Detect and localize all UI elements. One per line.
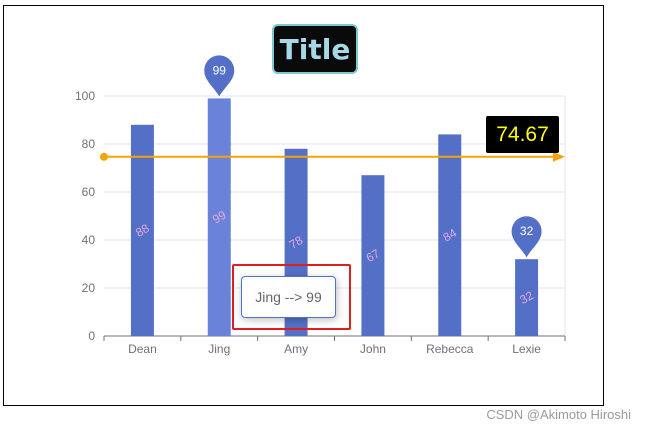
average-line-start-dot: [100, 152, 108, 161]
tooltip-highlight-box: [232, 264, 351, 330]
x-tick-label: Lexie: [512, 342, 541, 356]
max-mark-label: 99: [213, 63, 227, 77]
chart-title-box: Title: [272, 24, 358, 74]
x-tick-label: Jing: [208, 342, 230, 356]
bar: [130, 124, 154, 336]
watermark: CSDN @Akimoto Hiroshi: [486, 407, 631, 422]
bar: [515, 259, 539, 336]
min-mark-label: 32: [520, 224, 534, 238]
x-tick-label: Rebecca: [426, 342, 474, 356]
average-line-label: 74.67: [486, 116, 559, 153]
bar: [361, 175, 385, 336]
average-line-arrow: [553, 151, 565, 162]
y-tick-label: 0: [88, 329, 95, 343]
chart-title: Title: [279, 32, 351, 66]
y-tick-label: 20: [82, 281, 96, 295]
bar-value-label: 32: [517, 288, 536, 307]
bar: [207, 98, 231, 337]
y-tick-label: 80: [82, 137, 96, 151]
x-tick-label: Dean: [128, 342, 157, 356]
bar: [438, 134, 462, 336]
y-tick-label: 60: [82, 185, 96, 199]
y-tick-label: 100: [75, 89, 95, 103]
tooltip: Jing --> 99: [241, 276, 336, 318]
bar-value-label: 84: [440, 226, 459, 245]
min-mark-pin: [511, 216, 542, 258]
x-tick-label: Amy: [284, 342, 308, 356]
bar-value-label: 78: [287, 233, 306, 252]
bar-value-label: 99: [210, 208, 229, 227]
bar-value-label: 67: [364, 246, 383, 265]
x-tick-label: John: [360, 342, 386, 356]
max-mark-pin: [204, 55, 235, 97]
y-tick-label: 40: [82, 233, 96, 247]
bar-value-label: 88: [133, 221, 152, 240]
